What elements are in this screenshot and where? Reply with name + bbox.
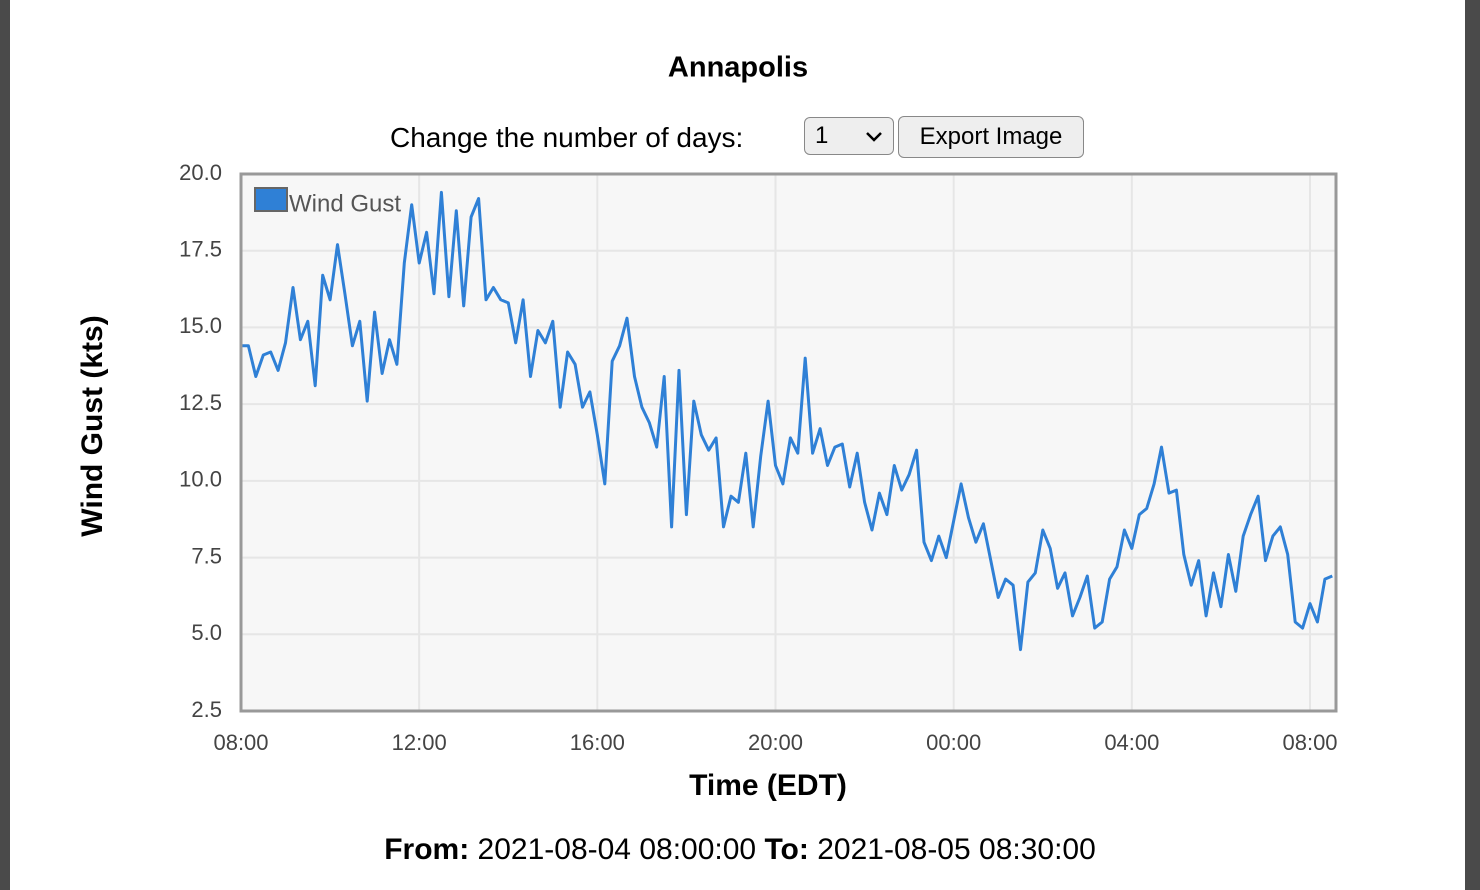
footer: From: 2021-08-04 08:00:00 To: 2021-08-05… (0, 830, 1480, 870)
x-tick-label: 00:00 (926, 730, 981, 755)
legend-swatch (254, 187, 288, 212)
chart-title: Annapolis (668, 52, 808, 84)
x-tick-label: 08:00 (1282, 730, 1337, 755)
y-tick-label: 2.5 (191, 697, 222, 722)
y-tick-label: 20.0 (179, 160, 222, 185)
y-tick-label: 12.5 (179, 390, 222, 415)
x-tick-label: 04:00 (1104, 730, 1159, 755)
x-tick-label: 12:00 (392, 730, 447, 755)
to-label: To: (764, 833, 809, 866)
y-tick-label: 7.5 (191, 543, 222, 568)
legend-label: Wind Gust (289, 190, 401, 217)
data-line (241, 190, 1333, 652)
to-value: 2021-08-05 08:30:00 (817, 833, 1096, 866)
y-tick-label: 15.0 (179, 313, 222, 338)
x-axis-label: Time (EDT) (689, 769, 847, 802)
y-axis-label: Wind Gust (kts) (76, 315, 109, 536)
days-value: 1 (815, 122, 829, 149)
x-tick-label: 16:00 (570, 730, 625, 755)
from-label: From: (384, 833, 470, 866)
from-value: 2021-08-04 08:00:00 (477, 833, 757, 866)
dropdown-arrow (866, 132, 882, 142)
y-tick-label: 17.5 (179, 237, 222, 262)
x-tick-label: 20:00 (748, 730, 803, 755)
export-button[interactable]: Export Image (898, 116, 1084, 158)
y-tick-label: 5.0 (191, 620, 222, 645)
y-tick-label: 10.0 (179, 467, 222, 492)
days-select[interactable]: 1 (804, 117, 894, 155)
x-tick-label: 08:00 (213, 730, 268, 755)
days-label: Change the number of days: (390, 122, 744, 153)
plot-border (239, 172, 1338, 713)
